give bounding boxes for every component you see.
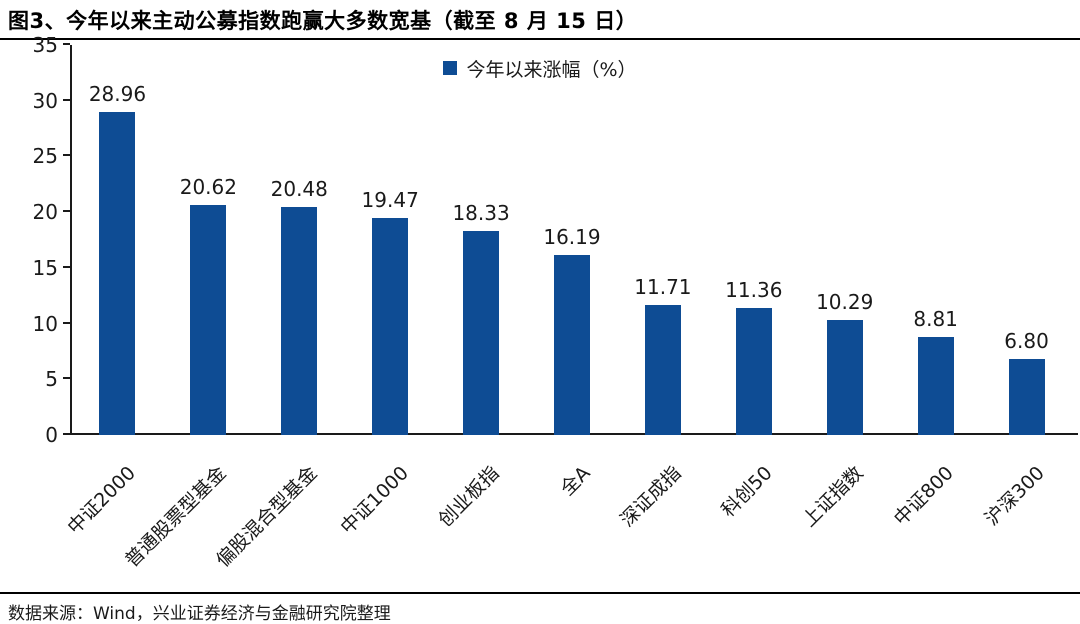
bar [463, 230, 500, 435]
bar [1008, 359, 1045, 435]
bar [644, 304, 681, 435]
y-tick-label: 5 [45, 367, 58, 392]
y-tick-label: 0 [45, 423, 58, 447]
bar-value-label: 6.80 [1004, 329, 1049, 354]
bar-value-label: 28.96 [88, 82, 147, 107]
legend-marker-icon [443, 61, 458, 75]
y-axis [70, 45, 72, 435]
x-category-label: 创业板指 [434, 462, 504, 532]
bar [826, 320, 863, 435]
bar-value-label: 18.33 [452, 200, 510, 225]
figure-title: 图3、今年以来主动公募指数跑赢大多数宽基（截至 8 月 15 日） [8, 9, 638, 33]
bar [281, 206, 318, 435]
x-category-label: 中证2000 [63, 462, 141, 539]
bar [372, 218, 409, 435]
bar-value-label: 16.19 [543, 224, 601, 249]
bar-value-label: 8.81 [913, 306, 958, 331]
bar-value-label: 19.47 [361, 188, 419, 213]
y-tick [63, 43, 70, 45]
bar [917, 336, 954, 435]
x-category-label: 全A [556, 462, 595, 501]
bar-value-label: 11.71 [634, 274, 692, 299]
bar [190, 205, 227, 435]
legend-label: 今年以来涨幅（%） [466, 58, 637, 81]
x-category-label: 中证1000 [336, 462, 413, 539]
bar-value-label: 11.36 [725, 278, 783, 303]
y-tick [63, 321, 70, 324]
bar-value-label: 10.29 [816, 290, 874, 315]
y-tick-label: 15 [32, 255, 58, 280]
y-tick [63, 154, 70, 157]
y-tick-label: 35 [32, 33, 58, 57]
x-category-label: 深证成指 [616, 462, 686, 532]
y-tick [63, 433, 70, 435]
y-tick-label: 20 [32, 200, 58, 225]
y-tick [63, 265, 70, 268]
source-note: 数据来源：Wind，兴业证券经济与金融研究院整理 [8, 604, 391, 624]
bar-value-label: 20.48 [270, 176, 328, 201]
x-category-label: 科创50 [716, 462, 777, 522]
x-category-label: 上证指数 [797, 462, 868, 532]
y-tick [63, 210, 70, 213]
y-tick-label: 30 [32, 88, 58, 113]
footer-divider [0, 592, 1080, 594]
x-category-label: 沪深300 [981, 462, 1050, 531]
bar [554, 254, 590, 435]
y-tick [63, 98, 70, 101]
y-tick-label: 25 [32, 144, 58, 169]
bar [735, 308, 772, 435]
x-category-label: 中证800 [890, 462, 959, 531]
chart-legend: 今年以来涨幅（%） [0, 56, 1080, 81]
bar [99, 112, 136, 435]
y-tick-label: 10 [32, 311, 58, 336]
title-divider [0, 38, 1080, 40]
bar-value-label: 20.62 [179, 175, 237, 200]
y-tick [63, 377, 70, 380]
